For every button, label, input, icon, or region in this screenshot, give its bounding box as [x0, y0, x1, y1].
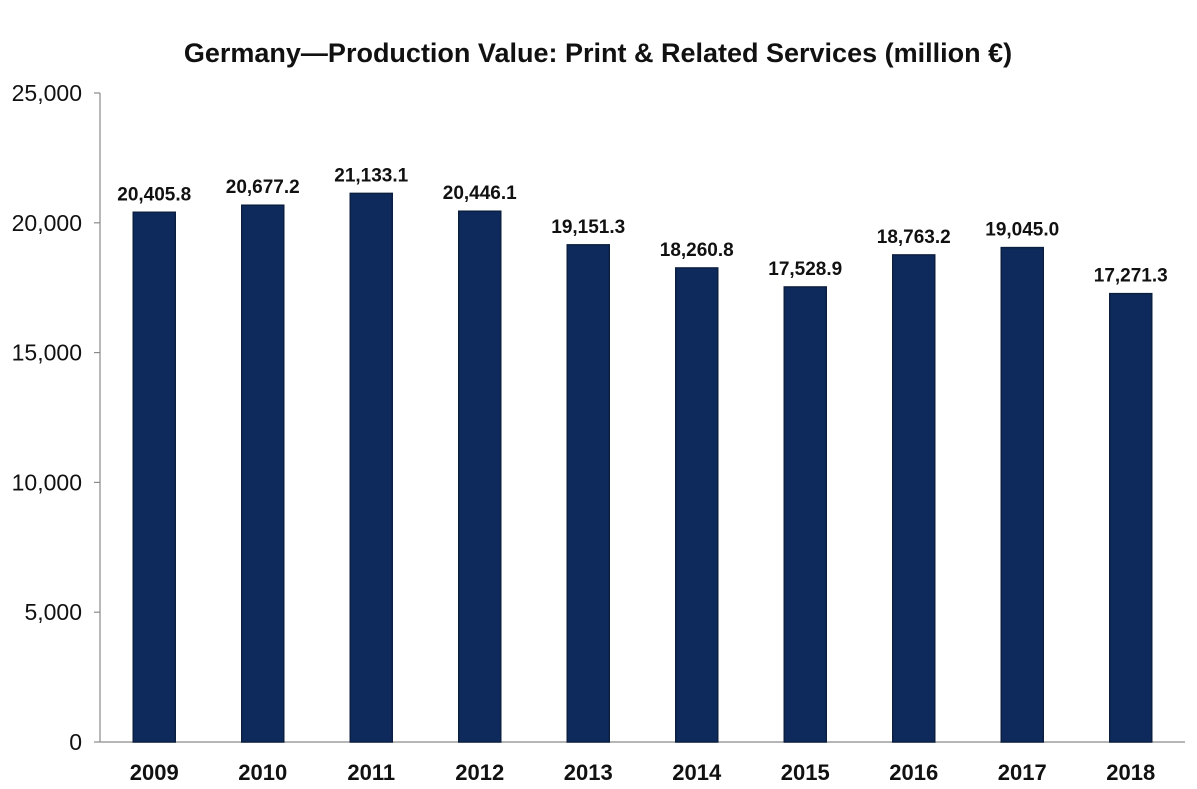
chart-title: Germany—Production Value: Print & Relate… — [184, 38, 1012, 68]
x-tick-label-2017: 2017 — [998, 760, 1047, 785]
bar-2018 — [1109, 292, 1153, 743]
x-tick-label-2013: 2013 — [564, 760, 613, 785]
y-tick-label: 20,000 — [12, 210, 82, 236]
data-label-2011: 21,133.1 — [334, 165, 408, 186]
data-label-2012: 20,446.1 — [443, 183, 517, 204]
data-label-2017: 19,045.0 — [985, 220, 1059, 241]
bar-2011 — [349, 192, 393, 743]
x-tick-label-2016: 2016 — [889, 760, 938, 785]
bar-2014 — [675, 267, 719, 743]
bar-2016 — [892, 254, 936, 743]
bars-group — [132, 192, 1153, 743]
data-label-2014: 18,260.8 — [660, 240, 734, 261]
data-label-2018: 17,271.3 — [1094, 266, 1168, 287]
x-tick-label-2018: 2018 — [1106, 760, 1155, 785]
y-tick-label: 5,000 — [24, 599, 82, 625]
y-tick-label: 0 — [69, 729, 82, 755]
bar-2010 — [241, 204, 285, 743]
y-tick-label: 10,000 — [12, 469, 82, 495]
bar-2015 — [783, 286, 827, 743]
data-labels-group: 20,405.8 20,677.2 21,133.1 20,446.1 19,151.3… — [117, 165, 1167, 286]
data-label-2010: 20,677.2 — [226, 177, 300, 198]
data-label-2013: 19,151.3 — [551, 217, 625, 238]
x-tick-label-2012: 2012 — [455, 760, 504, 785]
data-label-2015: 17,528.9 — [768, 259, 842, 280]
y-axis: 0 5,000 10,000 15,000 20,000 25,000 — [12, 80, 101, 755]
data-label-2009: 20,405.8 — [117, 184, 191, 205]
y-tick-label: 15,000 — [12, 340, 82, 366]
bar-2012 — [458, 210, 502, 743]
x-axis: 2009 2010 2011 2012 2013 2014 2015 2016 2017 2018 — [100, 741, 1185, 785]
bar-2017 — [1000, 246, 1044, 743]
bar-2013 — [566, 244, 610, 743]
x-tick-label-2014: 2014 — [672, 760, 722, 785]
x-tick-label-2009: 2009 — [130, 760, 179, 785]
x-tick-label-2011: 2011 — [347, 760, 395, 785]
y-tick-label: 25,000 — [12, 80, 82, 106]
x-tick-label-2010: 2010 — [238, 760, 287, 785]
bar-2009 — [132, 211, 176, 743]
x-tick-label-2015: 2015 — [781, 760, 830, 785]
data-label-2016: 18,763.2 — [877, 227, 951, 248]
